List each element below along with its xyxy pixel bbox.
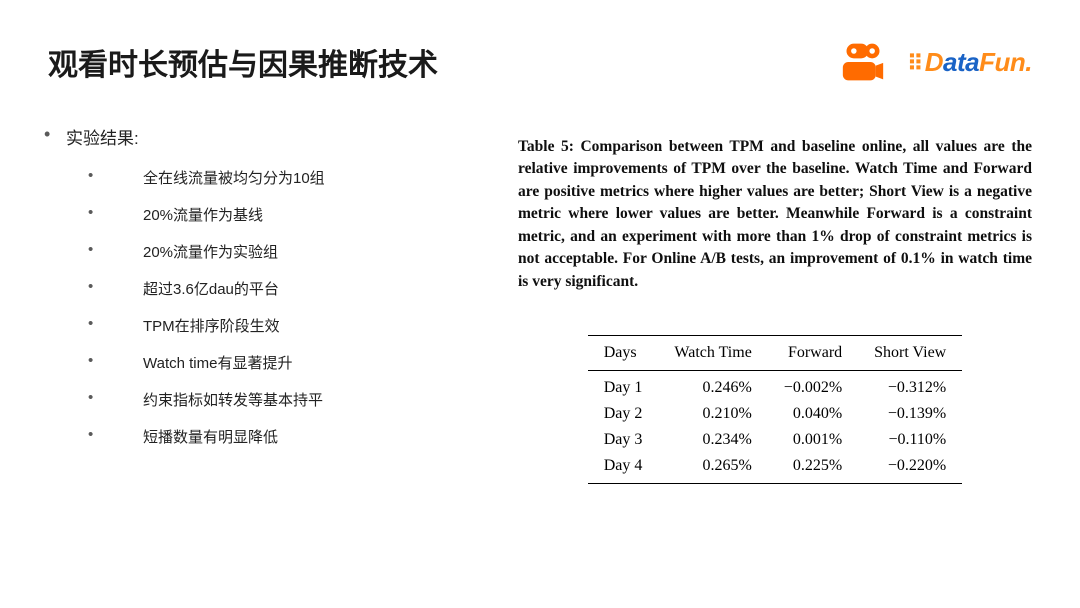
table-header-cell: Short View	[858, 336, 962, 371]
datafun-logo: ⠿ D ata Fun.	[907, 47, 1032, 78]
bullet-item: Watch time有显著提升	[88, 352, 488, 373]
bullet-item: 超过3.6亿dau的平台	[88, 278, 488, 299]
content-area: 实验结果: 全在线流量被均匀分为10组 20%流量作为基线 20%流量作为实验组超过…	[48, 124, 1032, 484]
comparison-table: DaysWatch TimeForwardShort View Day 10.2…	[588, 335, 962, 484]
right-column: Table 5: Comparison between TPM and base…	[518, 124, 1032, 484]
table-cell: Day 1	[588, 371, 659, 402]
bullet-list: 全在线流量被均匀分为10组 20%流量作为基线 20%流量作为实验组超过3.6亿da…	[48, 167, 488, 447]
table-cell: 0.225%	[768, 453, 858, 484]
table-cell: 0.234%	[658, 427, 767, 453]
bullet-item: 约束指标如转发等基本持平	[88, 389, 488, 410]
table-cell: 0.001%	[768, 427, 858, 453]
table-header-cell: Days	[588, 336, 659, 371]
table-row: Day 20.210%0.040%−0.139%	[588, 401, 962, 427]
table-row: Day 10.246%−0.002%−0.312%	[588, 371, 962, 402]
datafun-text-d: D	[925, 47, 943, 78]
table-cell: 0.265%	[658, 453, 767, 484]
table-cell: Day 4	[588, 453, 659, 484]
table-row: Day 40.265%0.225%−0.220%	[588, 453, 962, 484]
table-header-row: DaysWatch TimeForwardShort View	[588, 336, 962, 371]
bullet-item: 20%流量作为实验组	[88, 241, 488, 262]
bullet-item: 20%流量作为基线	[88, 204, 488, 225]
section-header: 实验结果:	[48, 124, 488, 149]
slide-title: 观看时长预估与因果推断技术	[48, 40, 438, 84]
datafun-text-fun: Fun.	[979, 47, 1032, 78]
table-cell: −0.110%	[858, 427, 962, 453]
table-cell: 0.246%	[658, 371, 767, 402]
table-cell: −0.312%	[858, 371, 962, 402]
table-caption: Table 5: Comparison between TPM and base…	[518, 136, 1032, 293]
datafun-text-ata: ata	[943, 47, 979, 78]
datafun-dots-icon: ⠿	[907, 57, 925, 70]
table-cell: 0.040%	[768, 401, 858, 427]
table-cell: Day 3	[588, 427, 659, 453]
table-cell: −0.220%	[858, 453, 962, 484]
slide-header: 观看时长预估与因果推断技术 ⠿ D ata Fun.	[48, 40, 1032, 84]
table-header-cell: Watch Time	[658, 336, 767, 371]
kuaishou-logo-icon	[841, 40, 885, 84]
bullet-item: 全在线流量被均匀分为10组	[88, 167, 488, 188]
table-cell: −0.139%	[858, 401, 962, 427]
bullet-item: 短播数量有明显降低	[88, 426, 488, 447]
table-cell: −0.002%	[768, 371, 858, 402]
table-cell: 0.210%	[658, 401, 767, 427]
bullet-item: TPM在排序阶段生效	[88, 315, 488, 336]
table-row: Day 30.234%0.001%−0.110%	[588, 427, 962, 453]
table-cell: Day 2	[588, 401, 659, 427]
left-column: 实验结果: 全在线流量被均匀分为10组 20%流量作为基线 20%流量作为实验组超过…	[48, 124, 488, 484]
logos: ⠿ D ata Fun.	[841, 40, 1032, 84]
table-header-cell: Forward	[768, 336, 858, 371]
table-body: Day 10.246%−0.002%−0.312%Day 20.210%0.04…	[588, 371, 962, 484]
slide: 观看时长预估与因果推断技术 ⠿ D ata Fun. 实	[0, 0, 1080, 608]
